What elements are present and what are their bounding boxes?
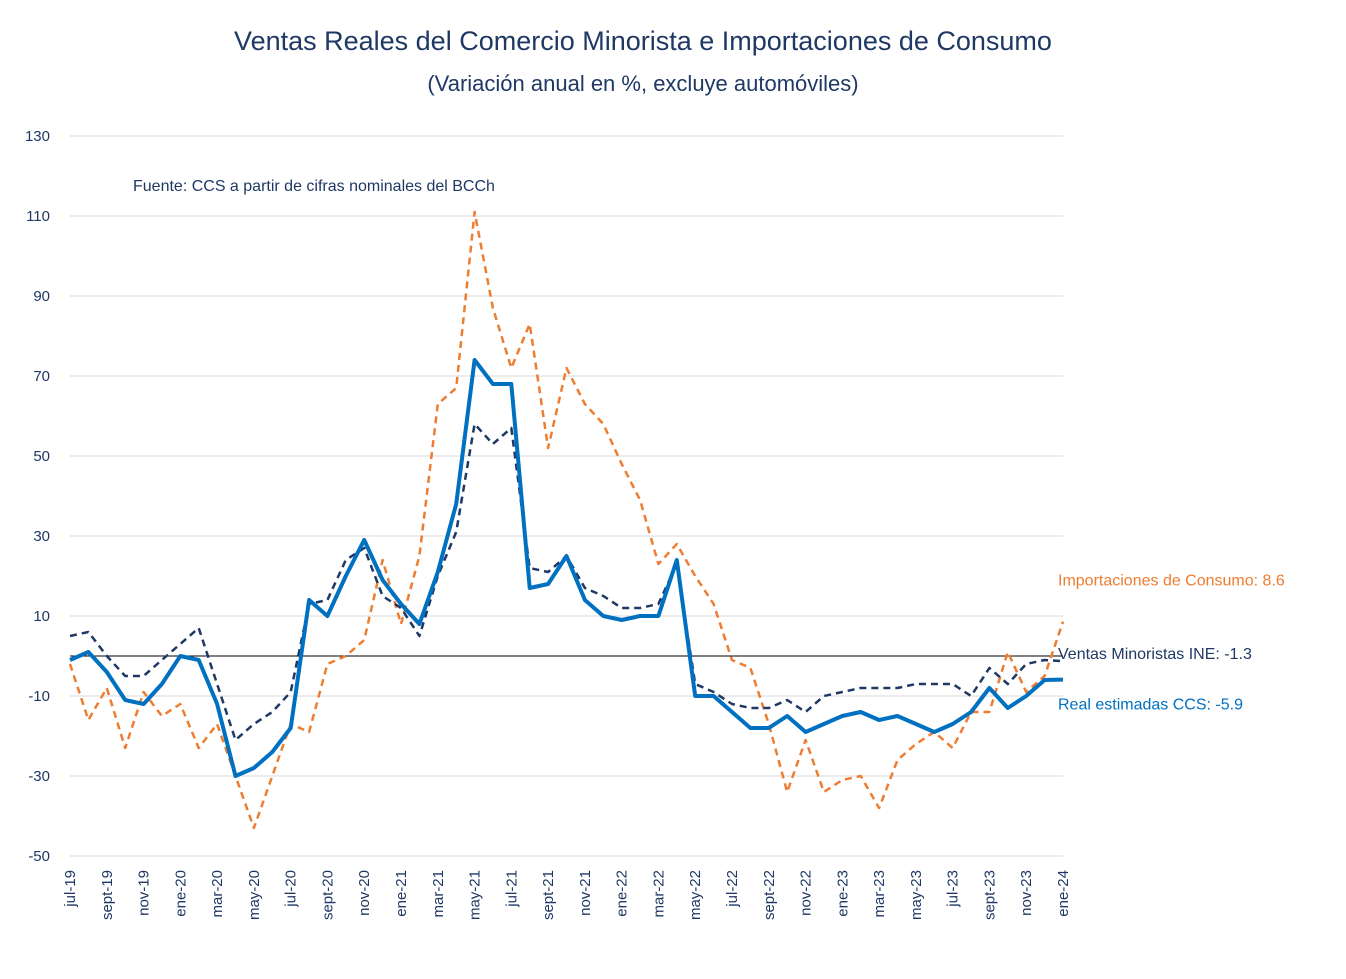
x-tick-label: nov-23 — [1018, 870, 1035, 916]
y-tick-label: 130 — [25, 128, 50, 145]
x-tick-label: ene-21 — [393, 870, 410, 917]
series-end-label: Importaciones de Consumo: 8.6 — [1058, 573, 1285, 590]
x-tick-label: jul-22 — [724, 870, 741, 908]
x-tick-label: may-21 — [467, 870, 484, 920]
x-tick-label: jul-21 — [503, 870, 520, 908]
series-lines — [68, 210, 1065, 830]
x-tick-label: sept-20 — [319, 870, 336, 920]
y-tick-label: 110 — [26, 208, 50, 225]
x-tick-label: sept-23 — [981, 870, 998, 920]
x-tick-label: nov-19 — [136, 870, 153, 916]
gridlines — [70, 135, 1063, 857]
end-labels: Importaciones de Consumo: 8.6 Ventas Mino… — [1058, 573, 1285, 714]
x-tick-label: mar-20 — [209, 870, 226, 918]
x-tick-label: may-23 — [908, 870, 925, 920]
y-tick-label: -50 — [28, 848, 50, 865]
chart-subtitle: (Variación anual en %, excluye automóvil… — [427, 71, 858, 96]
x-tick-label: may-20 — [246, 870, 263, 920]
x-tick-label: sept-21 — [540, 870, 557, 920]
series-end-label: Ventas Minoristas INE: -1.3 — [1058, 646, 1252, 663]
x-tick-label: mar-23 — [871, 870, 888, 918]
chart-title: Ventas Reales del Comercio Minorista e I… — [234, 26, 1052, 56]
x-tick-label: nov-22 — [798, 870, 815, 916]
x-tick-label: may-22 — [687, 870, 704, 920]
x-tick-label: jul-20 — [283, 870, 300, 908]
x-tick-label: mar-21 — [430, 870, 447, 918]
y-tick-label: -30 — [28, 768, 50, 785]
x-tick-label: ene-20 — [172, 870, 189, 917]
x-tick-label: sept-19 — [99, 870, 116, 920]
y-tick-label: -10 — [28, 688, 50, 705]
source-note: Fuente: CCS a partir de cifras nominales… — [133, 178, 495, 195]
x-axis: jul-19 sept-19 nov-19 ene-20 mar-20 may-20 jul… — [62, 870, 1072, 920]
series-line-2 — [69, 358, 1064, 778]
y-tick-label: 70 — [33, 368, 50, 385]
y-tick-label: 50 — [33, 448, 50, 465]
y-tick-label: 10 — [33, 608, 50, 625]
x-tick-label: sept-22 — [761, 870, 778, 920]
series-end-label: Real estimadas CCS: -5.9 — [1058, 697, 1243, 714]
y-tick-label: 30 — [33, 528, 50, 545]
x-tick-label: ene-23 — [834, 870, 851, 917]
y-tick-label: 90 — [33, 288, 50, 305]
x-tick-label: ene-22 — [614, 870, 631, 917]
x-tick-label: nov-21 — [577, 870, 594, 916]
x-tick-label: nov-20 — [356, 870, 373, 916]
y-axis: 130 110 90 70 50 30 10 -10 -30 -50 — [25, 128, 50, 865]
x-tick-label: jul-23 — [945, 870, 962, 908]
x-tick-label: jul-19 — [62, 870, 79, 908]
x-tick-label: ene-24 — [1055, 870, 1072, 917]
series-line-0 — [68, 210, 1065, 830]
series-line-1 — [69, 422, 1064, 742]
x-tick-label: mar-22 — [650, 870, 667, 918]
